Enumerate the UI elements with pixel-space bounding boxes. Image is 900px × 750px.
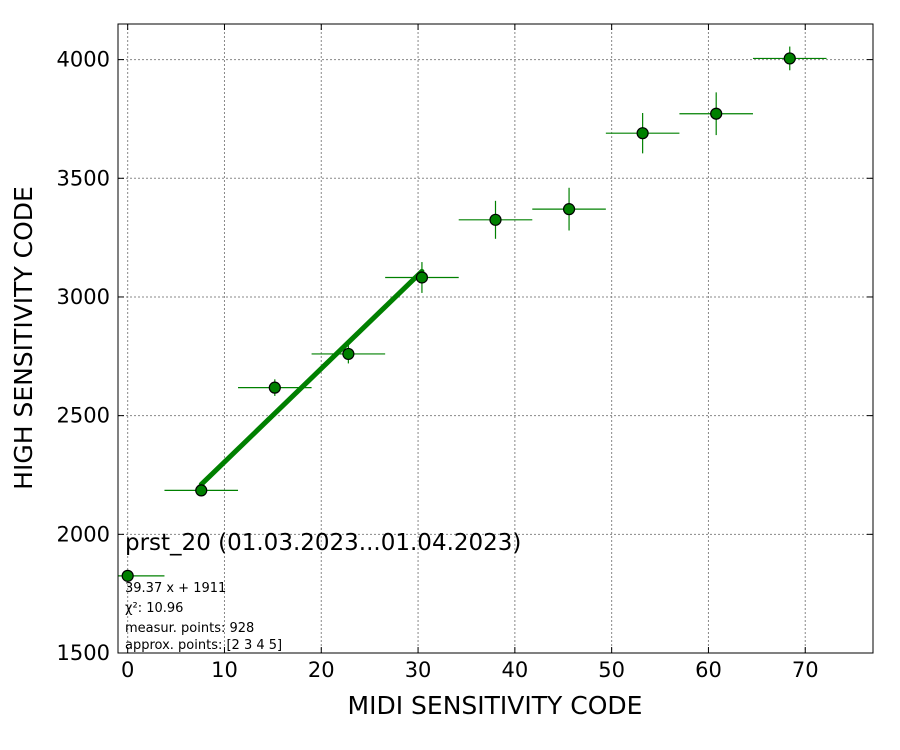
data-point — [710, 107, 723, 120]
data-points — [121, 52, 796, 582]
annotation-approx-points: approx. points: [2 3 4 5] — [125, 638, 282, 653]
data-point — [636, 127, 649, 140]
x-tick-label: 40 — [501, 658, 528, 682]
data-point — [342, 347, 355, 361]
annotation-block: 39.37 x + 1911 χ²: 10.96 measur. points:… — [125, 581, 282, 653]
plot-frame — [117, 23, 874, 654]
x-tick-label: 60 — [695, 658, 722, 682]
data-point — [562, 203, 576, 216]
chart-title: prst_20 (01.03.2023...01.04.2023) — [125, 530, 521, 556]
data-point — [268, 381, 281, 394]
ticks: 0 10 20 30 40 50 60 70 1500 2000 2500 3000 3500 4000 — [57, 24, 873, 682]
data-point — [121, 569, 134, 582]
x-tick-label: 70 — [792, 658, 819, 682]
y-tick-label: 3000 — [57, 285, 110, 309]
data-point — [783, 52, 796, 65]
x-tick-label: 10 — [211, 658, 238, 682]
x-tick-label: 30 — [405, 658, 432, 682]
y-axis-label: HIGH SENSITIVITY CODE — [9, 186, 38, 490]
fit-line — [198, 268, 425, 487]
annotation-measur-points: measur. points: 928 — [125, 621, 254, 636]
x-axis-label: MIDI SENSITIVITY CODE — [348, 691, 643, 720]
x-tick-label: 20 — [308, 658, 335, 682]
y-tick-label: 2500 — [57, 404, 110, 428]
plot-area — [118, 24, 873, 653]
y-tick-label: 2000 — [57, 522, 110, 546]
data-point — [415, 271, 429, 284]
annotation-chi2: χ²: 10.96 — [125, 601, 183, 616]
y-tick-label: 4000 — [57, 48, 110, 72]
x-tick-label: 50 — [598, 658, 625, 682]
y-tick-label: 3500 — [57, 166, 110, 190]
x-tick-label: 0 — [121, 658, 134, 682]
data-point — [489, 213, 502, 226]
y-tick-label: 1500 — [57, 641, 110, 665]
fit-line-group — [198, 268, 425, 487]
annotation-fit-equation: 39.37 x + 1911 — [125, 581, 226, 596]
data-point — [195, 484, 208, 497]
